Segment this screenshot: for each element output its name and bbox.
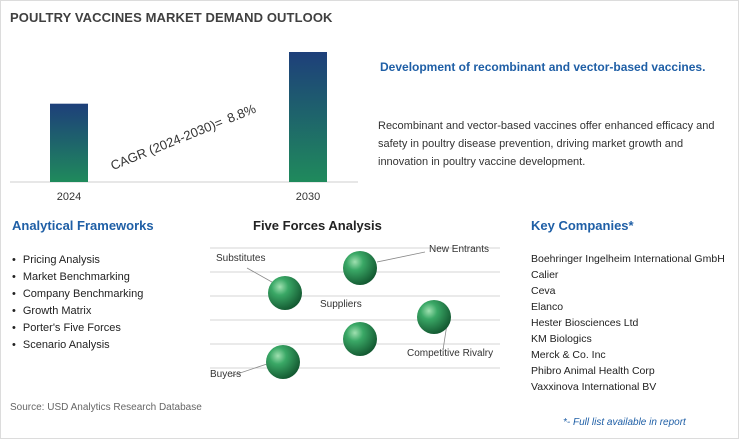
- suppliers-label: Suppliers: [320, 299, 362, 310]
- list-item: Porter's Five Forces: [12, 320, 143, 337]
- frameworks-list: Pricing Analysis Market Benchmarking Com…: [12, 252, 143, 354]
- list-item: Elanco: [531, 301, 564, 313]
- x-tick-label: 2030: [296, 191, 320, 203]
- highlight-title: Development of recombinant and vector-ba…: [380, 60, 706, 74]
- list-item: Merck & Co. Inc: [531, 349, 606, 361]
- page-title: POULTRY VACCINES MARKET DEMAND OUTLOOK: [10, 10, 333, 25]
- five-forces-graphic: [210, 247, 500, 379]
- source-note: Source: USD Analytics Research Database: [10, 402, 202, 413]
- list-item: KM Biologics: [531, 333, 592, 345]
- x-tick-label: 2024: [57, 191, 81, 203]
- list-item: Phibro Animal Health Corp: [531, 365, 655, 377]
- suppliers-sphere: [343, 322, 377, 356]
- full-list-note[interactable]: *- Full list available in report: [563, 417, 686, 428]
- buyers-sphere: [266, 345, 300, 379]
- highlight-text: Recombinant and vector-based vaccines of…: [378, 120, 715, 168]
- list-item: Boehringer Ingelheim International GmbH: [531, 253, 725, 265]
- five-forces-diagram: Substitutes New Entrants Suppliers Compe…: [205, 238, 505, 388]
- list-item: Vaxxinova International BV: [531, 381, 657, 393]
- substitutes-sphere: [268, 276, 302, 310]
- buyers-label: Buyers: [210, 369, 242, 380]
- list-item: Company Benchmarking: [12, 286, 143, 303]
- list-item: Ceva: [531, 285, 556, 297]
- bar-chart: 2024 2030 CAGR (2024-2030)=8.8%: [8, 30, 360, 210]
- list-item: Scenario Analysis: [12, 337, 143, 354]
- companies-title: Key Companies*: [531, 218, 634, 233]
- bar-chart-canvas: 2024 2030: [10, 52, 358, 203]
- bar-2030: [289, 52, 327, 182]
- companies-list: Boehringer Ingelheim International GmbH …: [531, 251, 731, 395]
- bar-2024: [50, 103, 88, 182]
- competitive-rivalry-sphere: [417, 300, 451, 334]
- list-item: Pricing Analysis: [12, 252, 143, 269]
- list-item: Growth Matrix: [12, 303, 143, 320]
- frameworks-title: Analytical Frameworks: [12, 218, 154, 233]
- new-entrants-sphere: [343, 251, 377, 285]
- list-item: Market Benchmarking: [12, 269, 143, 286]
- new-entrants-label: New Entrants: [429, 244, 490, 255]
- competitive-rivalry-label: Competitive Rivalry: [407, 348, 494, 359]
- list-item: Calier: [531, 269, 559, 281]
- list-item: Hester Biosciences Ltd: [531, 317, 639, 329]
- five-forces-title: Five Forces Analysis: [253, 218, 382, 233]
- substitutes-label: Substitutes: [216, 253, 266, 264]
